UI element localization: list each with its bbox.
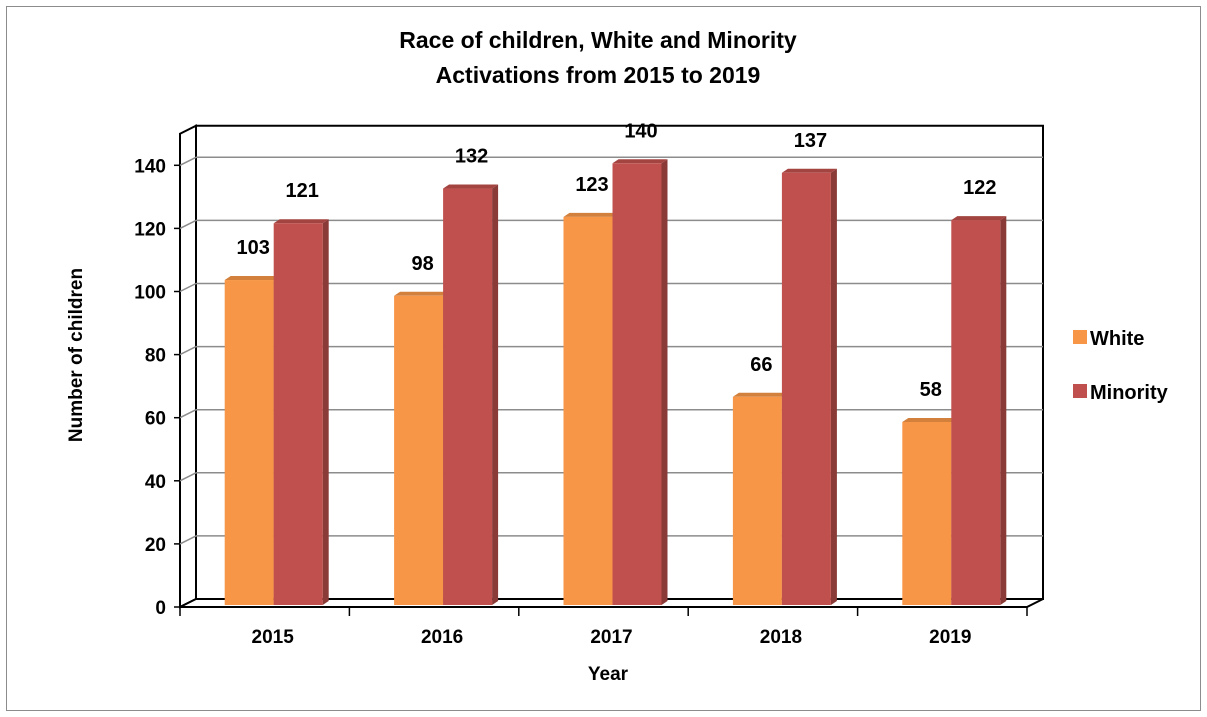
bar-top-minority-2015 xyxy=(273,219,329,224)
gridline-side-120 xyxy=(179,219,197,230)
legend-swatch-white xyxy=(1073,330,1087,344)
side-wall xyxy=(179,124,197,609)
legend-swatch-minority xyxy=(1073,384,1087,398)
y-tick-label-40: 40 xyxy=(145,472,166,493)
y-tick-label-0: 0 xyxy=(155,598,166,619)
chart-title-line-1: Race of children, White and Minority xyxy=(399,27,797,53)
data-label-minority-2017: 140 xyxy=(624,120,657,142)
tick-labels: 0 20 40 60 80 100 120 140 2015 2016 2017 2018 2019 xyxy=(134,156,971,648)
bar-minority-2019 xyxy=(951,220,1001,605)
x-tick-label-2019: 2019 xyxy=(929,627,971,648)
bar-side-minority-2019 xyxy=(1000,216,1007,605)
y-tick-label-120: 120 xyxy=(134,219,166,240)
bars xyxy=(224,159,1007,606)
data-label-white-2016: 98 xyxy=(411,253,433,275)
data-label-minority-2019: 122 xyxy=(963,177,996,199)
bar-side-minority-2016 xyxy=(492,184,499,606)
y-tick-label-80: 80 xyxy=(145,346,166,367)
gridline-side-80 xyxy=(179,345,197,356)
bar-white-2019 xyxy=(902,422,952,605)
x-tick-label-2018: 2018 xyxy=(760,627,802,648)
bar-minority-2018 xyxy=(781,172,831,605)
chart-title-line-2: Activations from 2015 to 2019 xyxy=(436,62,761,88)
data-label-minority-2018: 137 xyxy=(794,130,827,152)
y-tick-label-20: 20 xyxy=(145,535,166,556)
bar-white-2018 xyxy=(732,396,782,605)
bar-top-white-2019 xyxy=(902,418,958,423)
bar-white-2016 xyxy=(394,295,444,605)
y-tick-label-60: 60 xyxy=(145,409,166,430)
bar-white-2015 xyxy=(224,280,274,605)
bar-top-minority-2016 xyxy=(443,184,499,189)
data-labels: 103 121 98 132 123 140 66 137 58 122 xyxy=(237,120,997,401)
bar-top-white-2018 xyxy=(732,392,788,397)
x-tick-label-2017: 2017 xyxy=(590,627,632,648)
gridline-side-40 xyxy=(179,472,197,482)
y-tick-label-140: 140 xyxy=(134,156,166,177)
data-label-minority-2016: 132 xyxy=(455,146,488,168)
data-label-white-2015: 103 xyxy=(237,237,270,259)
bar-top-minority-2017 xyxy=(612,159,668,164)
x-tick-label-2015: 2015 xyxy=(252,627,295,648)
bar-top-minority-2019 xyxy=(951,216,1007,221)
bar-top-white-2016 xyxy=(394,291,450,296)
bar-minority-2016 xyxy=(443,188,493,606)
data-label-white-2019: 58 xyxy=(920,379,942,401)
x-axis-title: Year xyxy=(588,664,629,685)
x-tick-label-2016: 2016 xyxy=(421,627,463,648)
data-label-minority-2015: 121 xyxy=(286,180,319,202)
y-axis-title: Number of children xyxy=(66,268,87,442)
legend: White Minority xyxy=(1073,328,1169,404)
bar-minority-2017 xyxy=(612,163,662,606)
data-label-white-2018: 66 xyxy=(750,354,772,376)
axes xyxy=(174,164,1028,616)
bar-top-minority-2018 xyxy=(781,168,837,173)
gridline-side-140 xyxy=(179,156,197,166)
data-label-white-2017: 123 xyxy=(575,174,608,196)
legend-label-minority: Minority xyxy=(1090,382,1169,404)
bar-top-white-2017 xyxy=(563,212,619,217)
y-tick-label-100: 100 xyxy=(134,283,166,304)
gridline-side-20 xyxy=(179,535,197,545)
bar-minority-2015 xyxy=(273,223,323,605)
legend-label-white: White xyxy=(1090,328,1144,350)
bar-top-white-2015 xyxy=(224,276,280,281)
bar-side-minority-2018 xyxy=(830,168,837,605)
bar-white-2017 xyxy=(563,216,613,605)
bar-side-minority-2015 xyxy=(322,219,329,605)
bar-side-minority-2017 xyxy=(661,159,668,606)
gridline-side-100 xyxy=(179,282,197,293)
gridline-side-60 xyxy=(179,409,197,419)
